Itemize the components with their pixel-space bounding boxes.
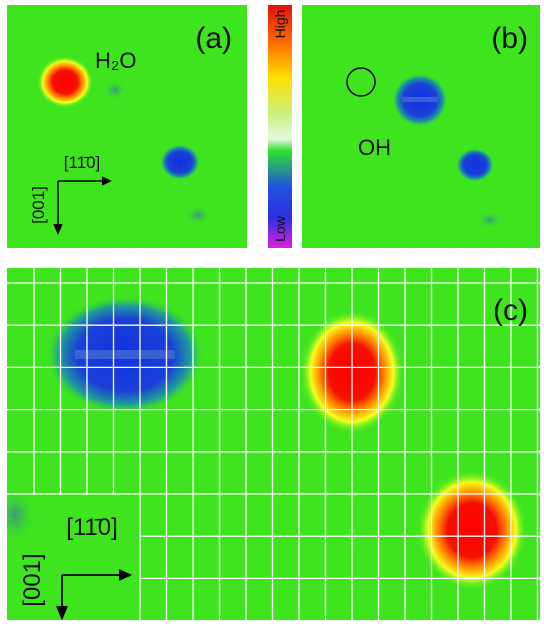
bright-spot bbox=[37, 56, 93, 108]
colorbar-high: High bbox=[272, 10, 288, 39]
panel-label: (c) bbox=[493, 294, 528, 327]
stripe bbox=[75, 350, 175, 359]
direction-label: [11̄0] bbox=[64, 153, 101, 172]
stripe bbox=[402, 97, 438, 102]
figure: (a) H₂O [11̄0] [001] High Low (b) OH (c)… bbox=[0, 0, 544, 623]
dark-spot bbox=[160, 144, 200, 180]
page: {"panels":{"a":{"label":"(a)","molecule"… bbox=[0, 0, 544, 623]
panel-c-group bbox=[0, 268, 540, 620]
panel-label: (b) bbox=[491, 22, 528, 55]
panel-label: (a) bbox=[195, 22, 232, 55]
molecule-label: H₂O bbox=[95, 48, 137, 73]
direction-label: [001] bbox=[29, 186, 48, 224]
direction-label: [11̄0] bbox=[66, 514, 118, 541]
colorbar bbox=[268, 5, 292, 248]
colorbar-low: Low bbox=[272, 215, 288, 242]
faint-spot bbox=[477, 211, 503, 229]
faint-spot bbox=[184, 205, 212, 225]
direction-label: [001] bbox=[19, 553, 46, 606]
faint-spot bbox=[103, 80, 127, 100]
dark-spot bbox=[456, 148, 494, 182]
molecule-label: OH bbox=[358, 135, 391, 160]
